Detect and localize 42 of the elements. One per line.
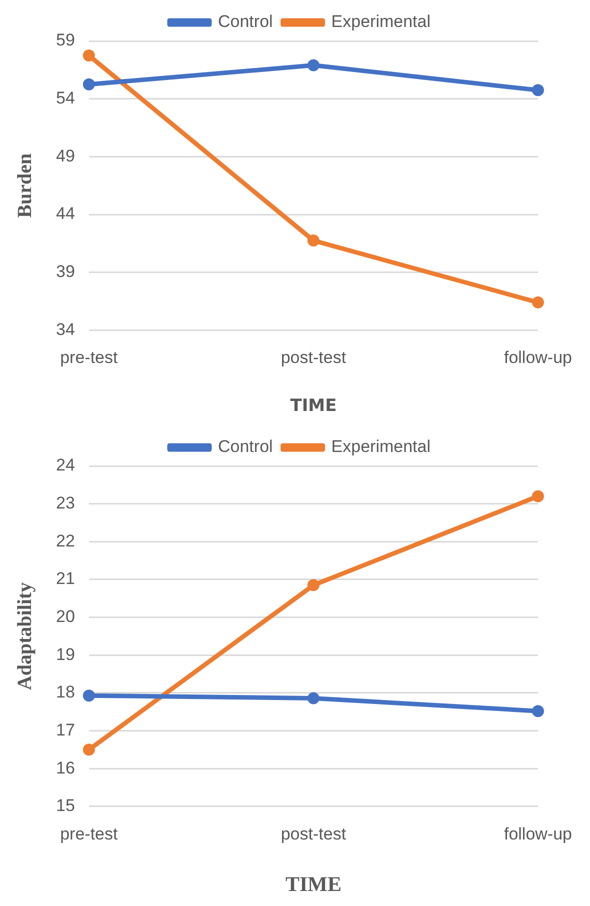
point	[307, 692, 320, 704]
point	[532, 296, 544, 308]
y-tick-label: 49	[56, 146, 75, 166]
point	[307, 59, 320, 72]
point	[532, 84, 544, 96]
y-tick-label: 44	[56, 204, 75, 224]
legend-label: Control	[218, 12, 273, 32]
y-tick-label: 22	[56, 531, 75, 550]
point	[82, 690, 95, 702]
point	[532, 490, 544, 502]
legend-label: Control	[218, 437, 273, 456]
x-tick-label: pre-test	[60, 824, 118, 844]
y-tick-label: 59	[56, 30, 75, 50]
point	[532, 705, 544, 718]
y-tick-label: 21	[56, 569, 75, 588]
x-tick-label: follow-up	[504, 348, 572, 368]
y-tick-label: 39	[56, 262, 75, 282]
legend-label: Experimental	[331, 437, 431, 456]
point	[82, 744, 95, 756]
x-tick-label: follow-up	[504, 824, 572, 844]
y-tick-label: 17	[56, 720, 75, 740]
x-axis-title: TIME	[290, 396, 337, 416]
y-tick-label: 54	[56, 88, 75, 108]
point	[307, 234, 320, 247]
y-tick-label: 34	[56, 320, 75, 339]
point	[307, 579, 320, 592]
y-tick-label: 19	[56, 644, 75, 664]
y-tick-label: 15	[56, 796, 75, 816]
y-tick-label: 23	[56, 494, 75, 513]
x-tick-label: post-test	[280, 824, 346, 844]
point	[82, 78, 95, 90]
point	[82, 49, 95, 62]
x-tick-label: pre-test	[60, 348, 118, 368]
legend-label: Experimental	[331, 12, 431, 32]
y-axis-title: Adaptability	[14, 582, 36, 690]
x-axis-title: TIME	[285, 872, 342, 896]
y-tick-label: 24	[56, 456, 75, 475]
y-tick-label: 20	[56, 606, 75, 626]
y-tick-label: 16	[56, 758, 75, 778]
y-axis-title: Burden	[14, 153, 36, 218]
y-tick-label: 18	[56, 682, 75, 702]
x-tick-label: post-test	[280, 348, 346, 368]
